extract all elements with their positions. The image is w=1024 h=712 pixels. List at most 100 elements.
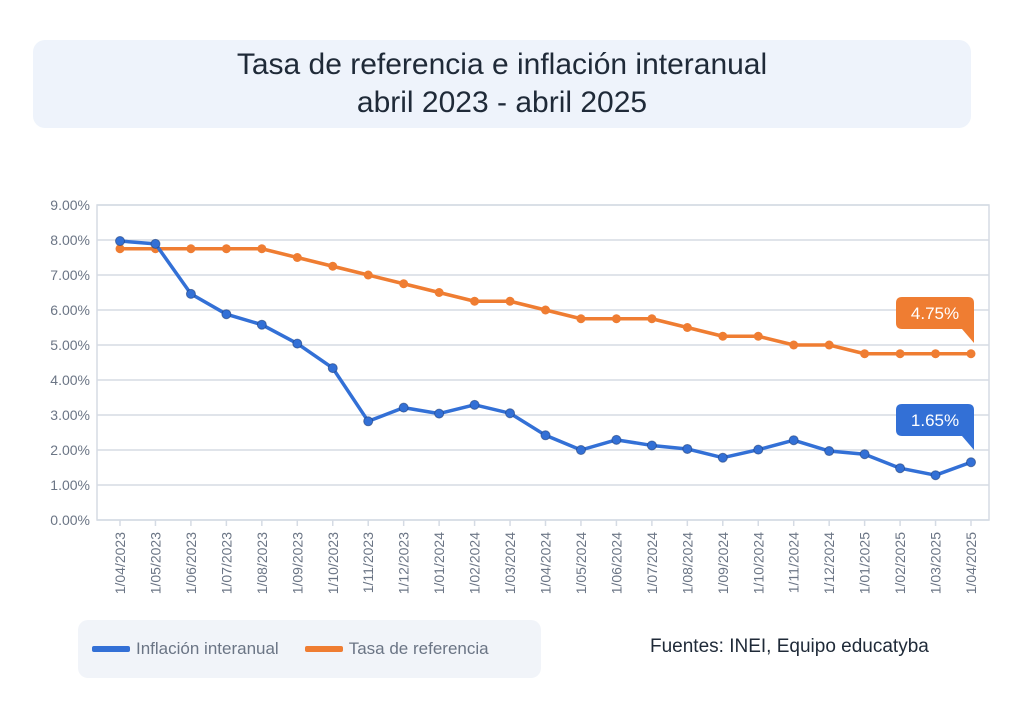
callout-label-tasa: 4.75% <box>911 304 959 323</box>
data-point-tasa <box>647 314 657 324</box>
y-tick-label: 4.00% <box>50 372 90 388</box>
data-point-tasa <box>682 323 692 332</box>
legend-item-tasa: Tasa de referencia <box>304 639 489 659</box>
data-point-tasa <box>611 314 621 324</box>
data-point-tasa <box>115 244 125 254</box>
legend: Inflación interanual Tasa de referencia <box>78 620 541 678</box>
data-point-inflacion <box>292 338 303 349</box>
x-tick-label: 1/02/2025 <box>892 532 908 594</box>
y-tick-label: 7.00% <box>50 267 90 283</box>
x-tick-label: 1/10/2023 <box>325 532 341 594</box>
data-point-inflacion <box>966 457 976 468</box>
data-point-inflacion <box>753 444 764 455</box>
data-point-inflacion <box>682 443 693 454</box>
data-point-inflacion <box>824 446 835 457</box>
y-tick-label: 6.00% <box>50 302 90 318</box>
x-tick-label: 1/12/2023 <box>396 532 412 594</box>
y-tick-label: 8.00% <box>50 232 90 248</box>
y-tick-label: 0.00% <box>50 512 90 528</box>
x-tick-label: 1/07/2023 <box>218 532 234 594</box>
x-tick-label: 1/02/2024 <box>467 532 483 594</box>
callout-bubble-inflacion <box>896 404 974 450</box>
title-box: Tasa de referencia e inflación interanua… <box>33 40 971 128</box>
legend-label-tasa: Tasa de referencia <box>348 639 489 658</box>
x-tick-label: 1/03/2024 <box>502 532 518 594</box>
x-tick-label: 1/09/2024 <box>715 532 731 594</box>
data-point-inflacion <box>540 430 551 441</box>
plot-frame <box>96 204 990 521</box>
data-point-tasa <box>931 349 941 359</box>
data-point-inflacion <box>256 319 267 330</box>
data-point-inflacion <box>575 445 586 455</box>
data-point-inflacion <box>717 452 728 463</box>
data-point-inflacion <box>611 434 622 445</box>
y-tick-label: 3.00% <box>50 407 90 423</box>
series-line-tasa <box>118 247 973 356</box>
legend-swatch-inflacion <box>92 646 130 652</box>
data-point-tasa <box>292 253 302 262</box>
data-point-tasa <box>541 305 550 315</box>
legend-swatch-tasa <box>304 646 343 652</box>
data-point-inflacion <box>434 408 445 419</box>
legend-label-inflacion: Inflación interanual <box>136 639 279 658</box>
x-tick-label: 1/04/2023 <box>112 532 128 594</box>
data-point-inflacion <box>895 463 906 474</box>
x-tick-label: 1/04/2025 <box>963 532 979 594</box>
data-point-tasa <box>753 331 763 341</box>
x-tick-label: 1/08/2024 <box>679 532 695 594</box>
x-tick-label: 1/07/2024 <box>644 532 660 594</box>
y-tick-label: 5.00% <box>50 337 90 353</box>
chart-title-line-1: Tasa de referencia e inflación interanua… <box>236 48 768 81</box>
data-point-tasa <box>257 244 267 254</box>
data-point-tasa <box>221 244 231 254</box>
x-tick-label: 1/04/2024 <box>538 532 554 594</box>
data-point-inflacion <box>150 238 161 249</box>
data-point-tasa <box>363 270 373 280</box>
y-tick-label: 9.00% <box>50 197 90 213</box>
data-point-tasa <box>576 314 586 324</box>
data-point-inflacion <box>469 399 480 410</box>
data-point-tasa <box>186 244 196 254</box>
x-tick-label: 1/06/2023 <box>183 532 199 594</box>
data-point-inflacion <box>363 416 374 427</box>
y-tick-label: 2.00% <box>50 442 90 458</box>
data-point-inflacion <box>646 440 657 451</box>
x-tick-label: 1/11/2023 <box>360 532 376 593</box>
x-tick-label: 1/01/2024 <box>431 532 447 594</box>
x-tick-label: 1/10/2024 <box>750 532 766 594</box>
data-point-tasa <box>328 261 338 271</box>
x-tick-label: 1/03/2025 <box>928 532 944 594</box>
data-point-inflacion <box>327 363 338 374</box>
x-tick-label: 1/06/2024 <box>608 532 624 594</box>
data-point-tasa <box>505 296 515 306</box>
data-point-inflacion <box>859 449 870 460</box>
callout-label-inflacion: 1.65% <box>911 411 959 430</box>
data-point-inflacion <box>505 408 516 419</box>
x-tick-label: 1/08/2023 <box>254 532 270 594</box>
data-point-inflacion <box>115 236 125 247</box>
data-point-inflacion <box>185 288 196 299</box>
x-tick-label: 1/05/2024 <box>573 532 589 594</box>
data-point-tasa <box>895 349 905 359</box>
x-tick-label: 1/11/2024 <box>786 532 802 593</box>
x-tick-label: 1/12/2024 <box>821 532 837 594</box>
data-point-inflacion <box>788 435 799 446</box>
chart-title-line-2: abril 2023 - abril 2025 <box>356 86 648 119</box>
data-point-tasa <box>470 296 480 306</box>
data-point-inflacion <box>398 402 409 413</box>
x-tick-label: 1/05/2023 <box>147 532 163 594</box>
data-point-tasa <box>789 340 799 350</box>
x-tick-label: 1/01/2025 <box>857 532 873 594</box>
x-tick-label: 1/09/2023 <box>289 532 305 594</box>
y-tick-label: 1.00% <box>50 477 90 493</box>
data-point-tasa <box>824 340 834 350</box>
data-point-inflacion <box>221 309 232 320</box>
data-point-tasa <box>860 349 870 359</box>
data-point-tasa <box>718 331 728 341</box>
callout-bubble-tasa <box>896 297 974 343</box>
legend-item-inflacion: Inflación interanual <box>92 639 279 659</box>
data-point-inflacion <box>930 470 941 481</box>
data-point-tasa <box>434 288 444 297</box>
source-note: Fuentes: INEI, Equipo educatyba <box>650 636 929 657</box>
